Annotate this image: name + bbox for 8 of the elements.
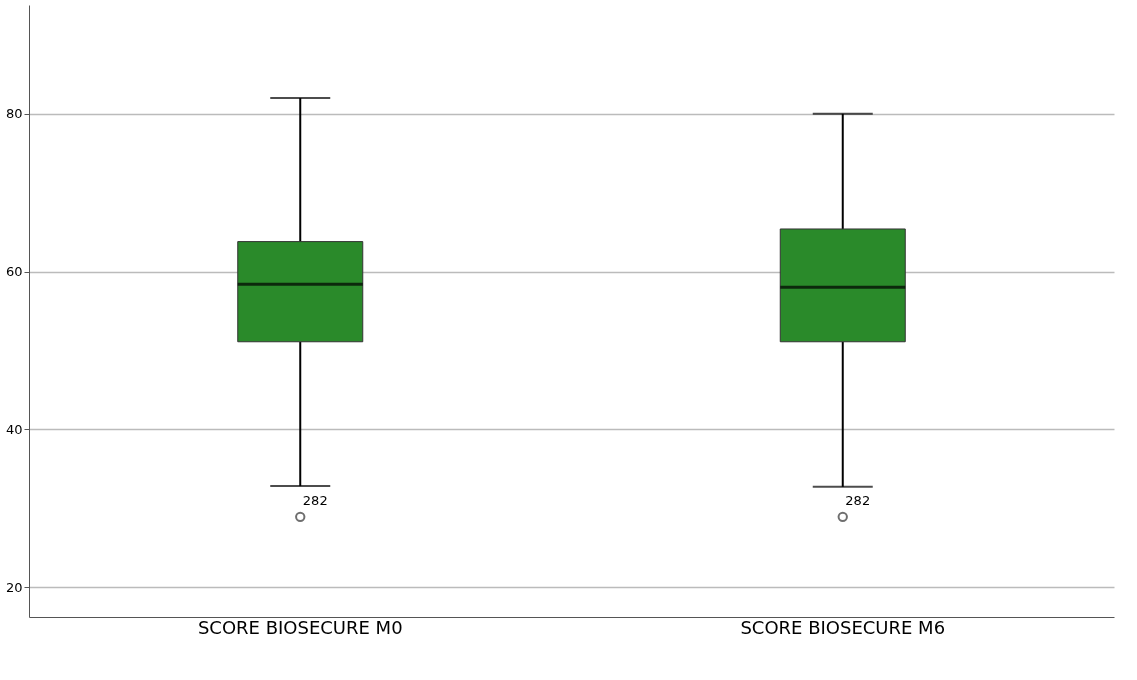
y-tick-label: 20 xyxy=(5,579,23,595)
x-tick-label: SCORE BIOSECURE M0 xyxy=(197,616,403,638)
x-tick-label: SCORE BIOSECURE M6 xyxy=(740,616,946,638)
y-tick-label: 40 xyxy=(5,421,23,437)
y-tick-label: 80 xyxy=(5,106,23,122)
annotation: 282 xyxy=(845,492,871,508)
y-tick-label: 60 xyxy=(5,264,23,280)
annotation: 282 xyxy=(302,492,328,508)
